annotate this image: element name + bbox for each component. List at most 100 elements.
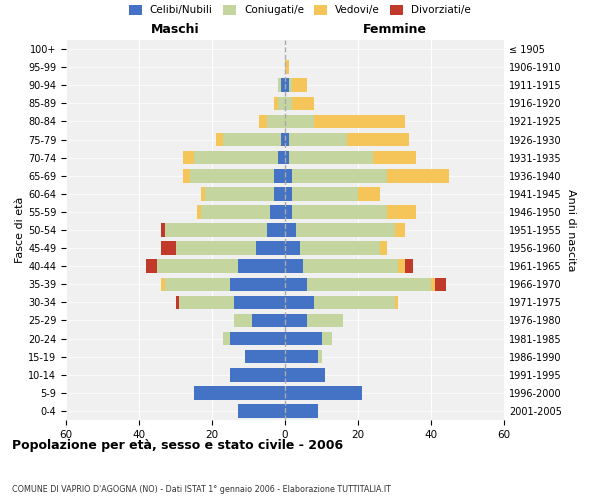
Bar [318, 350, 322, 364]
Text: COMUNE DI VAPRIO D'AGOGNA (NO) - Dati ISTAT 1° gennaio 2006 - Elaborazione TUTTI: COMUNE DI VAPRIO D'AGOGNA (NO) - Dati IS… [12, 485, 391, 494]
Bar [358, 187, 380, 200]
Bar [274, 169, 285, 182]
Y-axis label: Anni di nascita: Anni di nascita [566, 188, 575, 271]
Bar [292, 169, 387, 182]
Bar [285, 78, 289, 92]
Bar [267, 223, 285, 237]
Bar [161, 242, 176, 255]
Bar [201, 205, 271, 218]
Bar [245, 350, 285, 364]
Bar [292, 205, 387, 218]
Bar [252, 314, 285, 328]
Y-axis label: Fasce di età: Fasce di età [15, 197, 25, 263]
Bar [164, 278, 230, 291]
Bar [289, 132, 347, 146]
Bar [201, 187, 205, 200]
Bar [285, 386, 362, 400]
Bar [234, 296, 285, 309]
Bar [281, 78, 285, 92]
Bar [205, 187, 274, 200]
Bar [434, 278, 446, 291]
Bar [314, 114, 406, 128]
Bar [223, 132, 281, 146]
Bar [176, 242, 256, 255]
Bar [278, 96, 285, 110]
Bar [406, 260, 413, 273]
Bar [238, 404, 285, 417]
Bar [285, 169, 292, 182]
Bar [285, 296, 314, 309]
Bar [215, 132, 223, 146]
Bar [190, 169, 274, 182]
Bar [431, 278, 434, 291]
Bar [299, 242, 380, 255]
Bar [230, 368, 285, 382]
Bar [230, 278, 285, 291]
Bar [285, 96, 292, 110]
Bar [176, 296, 179, 309]
Bar [380, 242, 387, 255]
Bar [373, 151, 416, 164]
Bar [292, 78, 307, 92]
Bar [197, 205, 201, 218]
Bar [285, 350, 318, 364]
Bar [274, 187, 285, 200]
Bar [259, 114, 267, 128]
Bar [292, 187, 358, 200]
Bar [314, 296, 395, 309]
Bar [161, 223, 164, 237]
Bar [194, 151, 278, 164]
Bar [281, 132, 285, 146]
Bar [387, 205, 416, 218]
Bar [347, 132, 409, 146]
Bar [161, 278, 164, 291]
Bar [183, 169, 190, 182]
Bar [307, 314, 343, 328]
Bar [234, 314, 252, 328]
Bar [278, 151, 285, 164]
Bar [398, 260, 406, 273]
Bar [395, 296, 398, 309]
Bar [285, 114, 314, 128]
Bar [285, 132, 289, 146]
Bar [164, 223, 267, 237]
Bar [285, 368, 325, 382]
Bar [230, 332, 285, 345]
Bar [194, 386, 285, 400]
Bar [292, 96, 314, 110]
Bar [274, 96, 278, 110]
Bar [285, 223, 296, 237]
Bar [303, 260, 398, 273]
Text: Femmine: Femmine [362, 24, 427, 36]
Bar [157, 260, 238, 273]
Bar [395, 223, 406, 237]
Text: Popolazione per età, sesso e stato civile - 2006: Popolazione per età, sesso e stato civil… [12, 440, 343, 452]
Bar [223, 332, 230, 345]
Bar [296, 223, 395, 237]
Bar [285, 404, 318, 417]
Bar [267, 114, 285, 128]
Bar [387, 169, 449, 182]
Bar [238, 260, 285, 273]
Bar [285, 332, 322, 345]
Legend: Celibi/Nubili, Coniugati/e, Vedovi/e, Divorziati/e: Celibi/Nubili, Coniugati/e, Vedovi/e, Di… [125, 1, 475, 20]
Bar [289, 78, 292, 92]
Bar [179, 296, 234, 309]
Bar [183, 151, 194, 164]
Bar [285, 278, 307, 291]
Bar [322, 332, 332, 345]
Bar [278, 78, 281, 92]
Bar [285, 60, 289, 74]
Bar [285, 242, 299, 255]
Bar [285, 187, 292, 200]
Bar [256, 242, 285, 255]
Text: Maschi: Maschi [151, 24, 200, 36]
Bar [146, 260, 157, 273]
Bar [285, 260, 303, 273]
Bar [285, 151, 289, 164]
Bar [307, 278, 431, 291]
Bar [285, 205, 292, 218]
Bar [271, 205, 285, 218]
Bar [289, 151, 373, 164]
Bar [285, 314, 307, 328]
